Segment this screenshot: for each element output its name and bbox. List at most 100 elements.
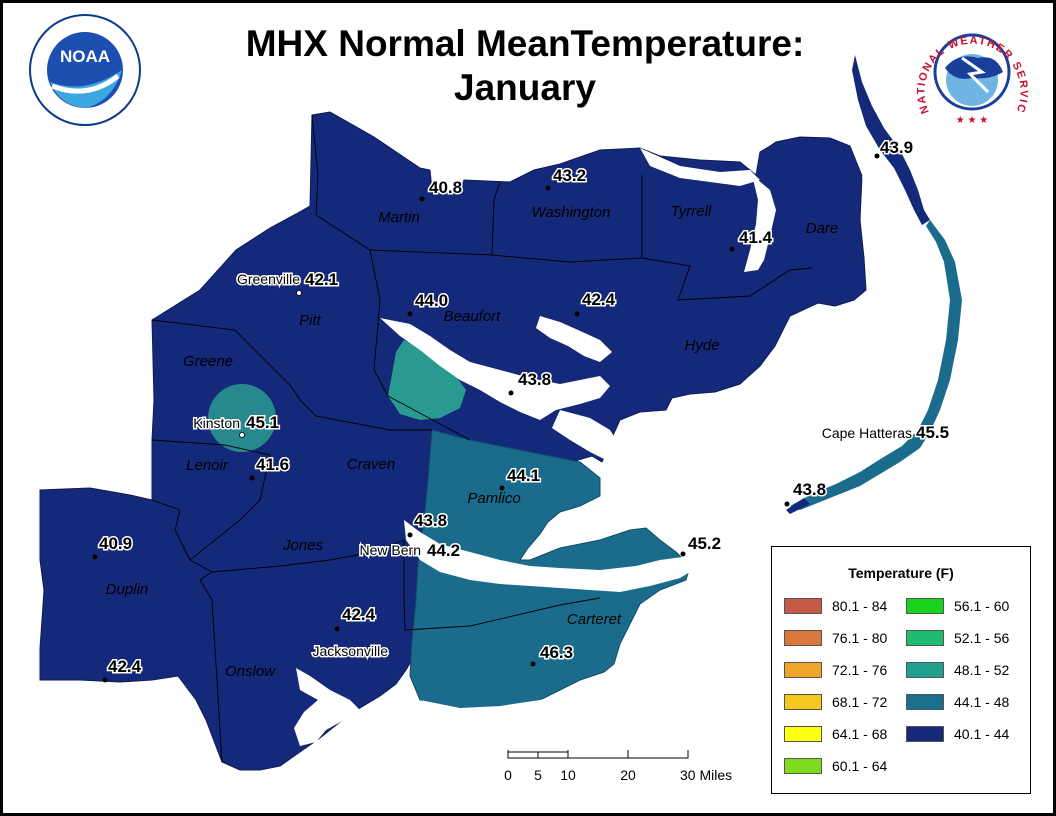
legend: Temperature (F) 80.1 - 84 56.1 - 60 76.1 -… <box>771 546 1031 794</box>
station-value: 41.6 <box>256 455 289 474</box>
legend-swatch <box>906 662 944 678</box>
county-label: Tyrrell <box>671 203 712 220</box>
legend-swatch <box>906 598 944 614</box>
station-value: 42.4 <box>108 657 142 676</box>
scale-label-30-miles: 30 Miles <box>680 767 732 783</box>
station-value: 42.4 <box>342 605 376 624</box>
bogue-sound <box>420 678 620 714</box>
station-dot <box>334 626 340 632</box>
county-label: Pamlico <box>467 490 520 507</box>
station-value: 45.2 <box>688 534 721 553</box>
city-label: New Bern <box>360 542 421 558</box>
map-title: MHX Normal MeanTemperature: January <box>180 22 870 110</box>
station-dot <box>407 532 413 538</box>
county-label: Onslow <box>225 663 276 680</box>
legend-label: 80.1 - 84 <box>832 598 888 614</box>
county-label: Hyde <box>684 337 719 354</box>
legend-label: 60.1 - 64 <box>832 758 888 774</box>
county-labels: Martin Washington Tyrrell Dare Pitt Beau… <box>106 203 839 680</box>
station-dot <box>680 551 686 557</box>
city-marker <box>296 290 302 296</box>
city-label: Kinston <box>193 415 240 431</box>
scale-label-5: 5 <box>534 767 542 783</box>
legend-label: 68.1 - 72 <box>832 694 888 710</box>
county-label: Martin <box>378 209 420 226</box>
county-label: Dare <box>806 220 839 237</box>
scale-bar: 0 5 10 20 30 Miles <box>504 750 732 783</box>
station-value: 45.5 <box>916 423 949 442</box>
city-label: Cape Hatteras <box>822 425 912 441</box>
legend-swatch <box>906 630 944 646</box>
station-dot <box>92 554 98 560</box>
noaa-logo-text: NOAA <box>60 47 110 66</box>
legend-item: 44.1 - 48 <box>906 693 1009 711</box>
city-marker <box>239 432 245 438</box>
legend-label: 40.1 - 44 <box>954 726 1010 742</box>
legend-item: 72.1 - 76 <box>784 661 887 679</box>
station-value: 42.4 <box>582 290 616 309</box>
city-label: Greenville <box>237 271 300 287</box>
legend-item: 80.1 - 84 <box>784 597 887 615</box>
nws-logo: NATIONAL WEATHER SERVICE ★ ★ ★ <box>0 0 1030 127</box>
station-value: 41.4 <box>739 228 773 247</box>
station-value: 43.8 <box>518 370 551 389</box>
alligator-river <box>744 175 776 272</box>
county-label: Pitt <box>299 312 322 329</box>
region-dare-island <box>852 55 930 225</box>
station-value: 44.1 <box>507 466 540 485</box>
station-dot <box>407 311 413 317</box>
station-value: 43.8 <box>414 511 447 530</box>
station-dot <box>249 475 255 481</box>
station-value: 44.0 <box>415 291 448 310</box>
scale-label-10: 10 <box>560 767 576 783</box>
station-values: 40.8 43.2 43.9 41.4 42.1 44.0 42.4 43.8 … <box>92 137 951 683</box>
legend-swatch <box>784 598 822 614</box>
station-value: 42.1 <box>305 270 338 289</box>
station-dot <box>729 246 735 252</box>
region-ocracoke <box>786 498 810 514</box>
station-value: 44.2 <box>427 541 460 560</box>
station-value: 40.8 <box>429 178 462 197</box>
legend-item: 56.1 - 60 <box>906 597 1009 615</box>
city-label: Jacksonville <box>313 643 389 659</box>
station-dot <box>102 677 108 683</box>
pamlico-river <box>380 318 610 420</box>
county-label: Washington <box>532 204 611 221</box>
title-line-2: January <box>454 67 596 108</box>
station-dot <box>574 311 580 317</box>
legend-label: 56.1 - 60 <box>954 598 1010 614</box>
legend-item: 76.1 - 80 <box>784 629 887 647</box>
county-label: Beaufort <box>444 308 502 325</box>
roanoke-sound <box>862 176 906 300</box>
region-outer-banks <box>790 220 962 510</box>
station-dot <box>874 153 880 159</box>
legend-label: 44.1 - 48 <box>954 694 1010 710</box>
legend-item: 60.1 - 64 <box>784 757 887 775</box>
kinston-warm-spot <box>208 384 276 452</box>
station-dot <box>508 390 514 396</box>
station-dot <box>530 661 536 667</box>
title-line-1: MHX Normal MeanTemperature: <box>245 23 805 64</box>
scale-label-0: 0 <box>504 767 512 783</box>
station-value: 43.2 <box>553 166 586 185</box>
legend-item: 68.1 - 72 <box>784 693 887 711</box>
station-dot <box>419 196 425 202</box>
station-dot <box>784 501 790 507</box>
legend-item: 40.1 - 44 <box>906 725 1009 743</box>
legend-item: 64.1 - 68 <box>784 725 887 743</box>
nws-logo-ring-text: NATIONAL WEATHER SERVICE <box>0 0 1030 115</box>
region-48-52 <box>388 340 466 420</box>
legend-swatch <box>906 726 944 742</box>
legend-swatch <box>784 662 822 678</box>
star-icon: ★ ★ ★ <box>956 115 988 126</box>
county-label: Lenoir <box>186 457 229 474</box>
scale-label-20: 20 <box>620 767 636 783</box>
legend-swatch <box>784 726 822 742</box>
county-label: Duplin <box>106 581 149 598</box>
station-value: 40.9 <box>99 534 132 553</box>
county-lines <box>151 114 813 763</box>
legend-item: 48.1 - 52 <box>906 661 1009 679</box>
county-label: Jones <box>282 537 324 554</box>
